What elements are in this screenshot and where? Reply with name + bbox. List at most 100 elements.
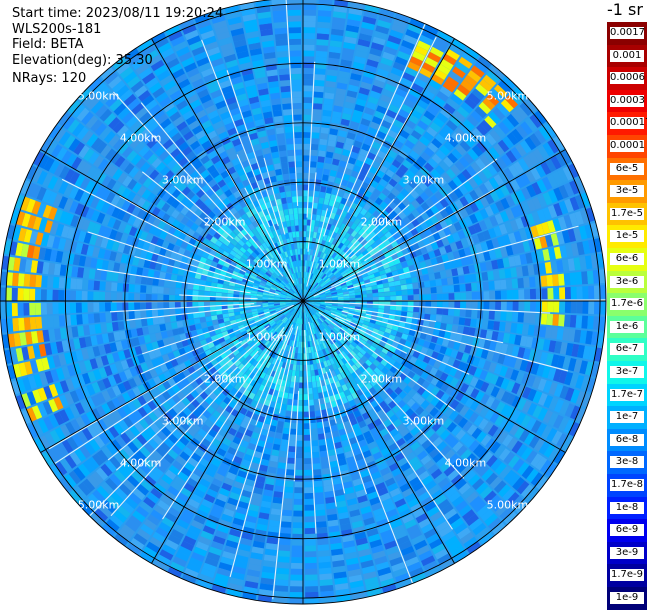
radar-gate (462, 119, 475, 131)
radar-gate (304, 277, 307, 284)
radar-gate (451, 425, 462, 437)
radar-gate (350, 514, 362, 523)
radar-gate (344, 331, 351, 338)
radar-gate (340, 371, 347, 379)
radar-gate (308, 296, 314, 299)
radar-gate (13, 257, 21, 272)
radar-gate (500, 301, 507, 311)
radar-gate (448, 293, 455, 300)
radar-gate (317, 270, 322, 277)
radar-gate (263, 374, 270, 381)
radar-gate (276, 426, 283, 434)
radar-gate (339, 268, 346, 274)
radar-gate (134, 310, 141, 319)
radar-gate (366, 171, 375, 180)
radar-gate (226, 360, 234, 368)
radar-gate (186, 403, 196, 413)
radar-gate (303, 126, 311, 133)
radar-gate (436, 308, 443, 315)
radar-gate (343, 376, 350, 384)
radar-gate (392, 418, 402, 428)
radar-gate (471, 127, 484, 140)
radar-gate (328, 264, 334, 271)
radar-gate (396, 301, 403, 306)
radar-gate (259, 464, 268, 472)
radar-gate (435, 400, 445, 410)
radar-gate (212, 339, 220, 346)
radar-gate (488, 280, 495, 290)
radar-gate (390, 329, 398, 336)
radar-gate (468, 440, 480, 452)
radar-gate (109, 229, 118, 240)
radar-gate (106, 322, 114, 332)
radar-gate (308, 196, 314, 203)
radar-gate (315, 345, 320, 352)
radar-gate (182, 407, 192, 417)
radar-gate (70, 314, 77, 326)
radar-gate (313, 305, 319, 309)
radar-gate (290, 422, 297, 429)
radar-gate (203, 296, 210, 301)
radar-gate (123, 479, 136, 492)
radar-gate (493, 364, 503, 375)
radar-gate (447, 252, 455, 261)
radar-gate (216, 310, 223, 315)
radar-gate (460, 292, 467, 300)
radar-gate (371, 160, 381, 170)
radar-gate (57, 237, 67, 251)
radar-gate (285, 351, 290, 358)
radar-gate (382, 173, 392, 183)
radar-gate (555, 152, 567, 167)
radar-gate (375, 355, 384, 363)
radar-gate (330, 164, 339, 172)
radar-gate (326, 298, 333, 300)
radar-gate (346, 346, 353, 353)
radar-gate (349, 295, 356, 299)
radar-gate (392, 61, 406, 72)
radar-gate (446, 422, 457, 433)
radar-gate (229, 316, 236, 321)
radar-gate (322, 312, 329, 317)
radar-gate (340, 118, 350, 127)
radar-gate (343, 107, 353, 115)
radar-gate (329, 358, 335, 365)
radar-gate (305, 591, 319, 599)
radar-gate (235, 333, 243, 339)
radar-gate (170, 343, 178, 352)
radar-gate (455, 144, 467, 156)
radar-gate (446, 234, 455, 244)
radar-gate (291, 340, 295, 347)
radar-gate (563, 182, 575, 197)
radar-gate (87, 371, 97, 383)
radar-gate (190, 423, 201, 433)
radar-gate (247, 423, 255, 432)
radar-gate (448, 453, 460, 465)
radar-gate (476, 431, 487, 443)
radar-gate (369, 496, 381, 506)
radar-gate (163, 438, 175, 449)
radar-gate (363, 242, 371, 250)
radar-gate (278, 313, 285, 319)
radar-gate (369, 223, 377, 231)
radar-gate (396, 423, 406, 433)
radar-gate (358, 266, 366, 272)
radar-gate (316, 285, 321, 290)
radar-gate (32, 344, 41, 358)
radar-gate (296, 446, 303, 453)
radar-gate (148, 471, 160, 483)
radar-gate (307, 329, 311, 336)
radar-gate (331, 206, 338, 214)
radar-gate (402, 207, 411, 216)
radar-gate (372, 391, 380, 400)
radar-gate (329, 273, 335, 279)
radar-gate (355, 50, 368, 59)
radar-gate (316, 286, 322, 291)
radar-gate (405, 451, 416, 462)
radar-gate (343, 402, 351, 410)
radar-gate (308, 299, 315, 301)
radar-gate (308, 393, 314, 400)
radar-gate (490, 398, 501, 411)
radar-gate (378, 301, 385, 305)
radar-gate (373, 418, 383, 427)
radar-gate (386, 256, 394, 263)
